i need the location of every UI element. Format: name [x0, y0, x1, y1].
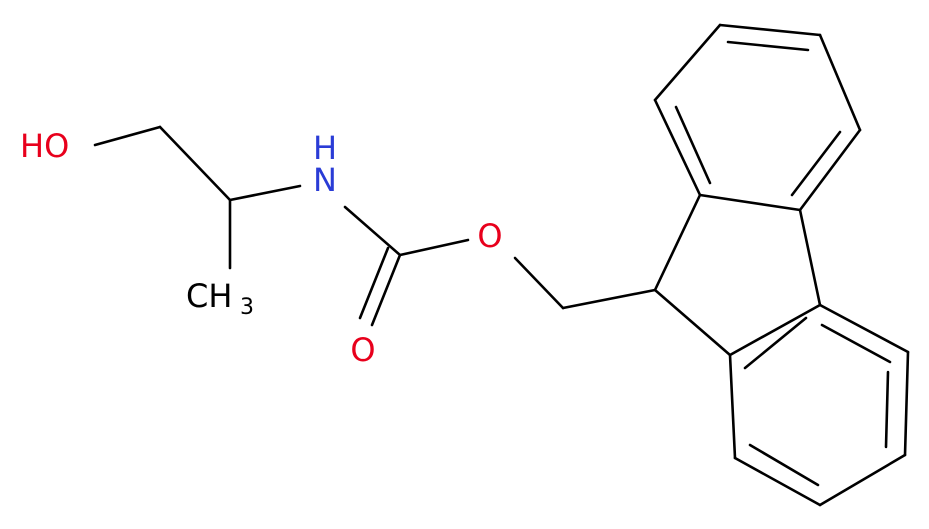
- atom-label: CH: [186, 277, 232, 315]
- atom-label: O: [350, 331, 375, 369]
- atom-label: HO: [20, 127, 69, 165]
- atom-label: O: [477, 217, 502, 255]
- atom-label: N: [313, 161, 337, 199]
- atom-subscript: 3: [240, 295, 254, 320]
- atom-hydrogen: H: [313, 129, 337, 167]
- bonds: [93, 23, 910, 507]
